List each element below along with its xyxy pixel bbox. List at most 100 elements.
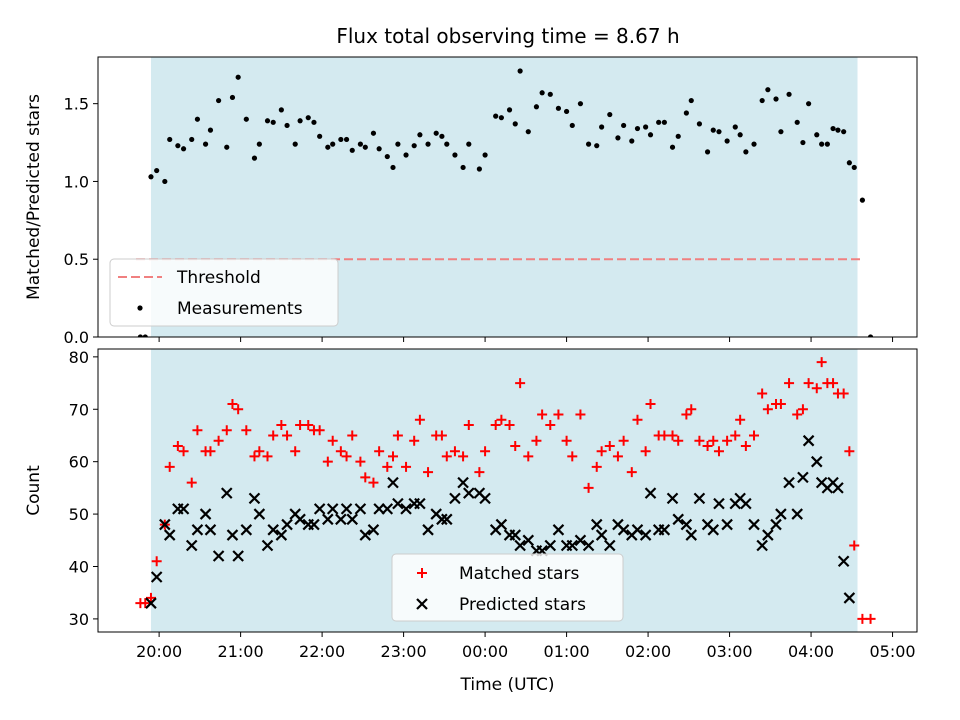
- legend: Threshold Measurements: [109, 258, 339, 327]
- matched-star-point: [673, 435, 684, 446]
- measurement-point: [765, 87, 771, 93]
- measurement-point: [395, 141, 401, 147]
- y-axis-label: Count: [24, 465, 44, 516]
- plot-area: [135, 357, 876, 624]
- measurement-point: [732, 124, 738, 130]
- matched-star-point: [694, 435, 705, 446]
- matched-star-point: [322, 456, 333, 467]
- predicted-star-point: [281, 518, 293, 531]
- matched-star-point: [145, 592, 156, 603]
- bottom-panel: 30 40 50 60 70 80 20:00 21:00 22:00 23:00 00:00 01:…: [24, 348, 918, 695]
- predicted-star-point: [313, 503, 326, 515]
- matched-star-point: [423, 467, 434, 478]
- matched-star-point: [612, 451, 623, 462]
- predicted-star-point: [509, 529, 522, 541]
- predicted-star-point: [275, 529, 288, 541]
- matched-star-point: [561, 435, 572, 446]
- predicted-star-point: [479, 492, 491, 505]
- measurement-point: [180, 146, 187, 152]
- measurement-point: [512, 121, 518, 127]
- measurement-point: [506, 107, 513, 113]
- measurement-point: [629, 138, 635, 144]
- measurement-point: [243, 116, 249, 122]
- predicted-star-point: [436, 513, 448, 526]
- measurement-point: [460, 164, 466, 171]
- matched-star-point: [537, 409, 548, 420]
- matched-star-point: [382, 461, 393, 472]
- measurement-point: [142, 334, 148, 337]
- predicted-star-point: [658, 524, 671, 536]
- predicted-star-point: [191, 524, 204, 536]
- legend-threshold-label: Threshold: [176, 268, 261, 288]
- matched-star-point: [490, 419, 501, 430]
- measurement-point: [569, 122, 575, 129]
- measurement-point: [284, 122, 290, 129]
- predicted-star-point: [441, 513, 453, 526]
- predicted-star-point: [177, 503, 190, 515]
- matched-star-point: [803, 378, 814, 389]
- predicted-star-point: [544, 539, 557, 552]
- predicted-star-point: [294, 513, 306, 526]
- measurement-point: [710, 127, 716, 133]
- predicted-star-point: [240, 524, 253, 536]
- matched-star-point: [762, 404, 773, 415]
- legend-predicted-label: Predicted stars: [459, 595, 586, 615]
- predicted-star-point: [463, 487, 475, 499]
- predicted-star-point: [422, 524, 434, 536]
- matched-star-point: [480, 446, 491, 457]
- measurement-point: [621, 122, 627, 129]
- matched-star-point: [414, 414, 425, 425]
- x-tick-label: 04:00: [788, 642, 834, 661]
- predicted-star-point: [639, 529, 652, 541]
- predicted-star-point: [762, 529, 774, 541]
- matched-star-point: [713, 446, 724, 457]
- measurement-point: [778, 129, 784, 135]
- predicted-star-point: [802, 434, 815, 447]
- predicted-star-point: [414, 497, 426, 510]
- matched-star-point: [401, 461, 412, 472]
- y-axis-label: Matched/Predicted stars: [24, 94, 44, 300]
- predicted-star-point: [644, 487, 657, 499]
- matched-star-point: [241, 425, 252, 436]
- measurement-point: [175, 143, 181, 149]
- measurement-point: [634, 125, 641, 132]
- measurement-point: [338, 136, 344, 143]
- measurement-point: [466, 141, 472, 147]
- matched-star-point: [626, 467, 637, 478]
- measurement-point: [737, 132, 743, 138]
- measurement-point: [403, 152, 409, 158]
- matched-star-point: [504, 419, 515, 430]
- matched-star-point: [388, 451, 399, 462]
- measurement-point: [433, 130, 439, 136]
- matched-star-point: [290, 446, 301, 457]
- x-tick-label: 03:00: [707, 642, 753, 661]
- matched-star-point: [355, 456, 366, 467]
- y-tick-label: 80: [69, 348, 89, 367]
- measurement-point: [786, 91, 792, 97]
- legend-measurement-swatch: [137, 305, 143, 311]
- x-tick-label: 02:00: [625, 642, 671, 661]
- matched-star-point: [276, 419, 287, 430]
- y-tick-label: 40: [69, 557, 89, 576]
- measurement-point: [325, 144, 331, 150]
- legend-predicted-swatch: [416, 598, 428, 610]
- matched-star-point: [335, 446, 346, 457]
- legend-matched-swatch: [417, 568, 427, 578]
- predicted-star-point: [322, 513, 334, 526]
- x-tick-label: 22:00: [299, 642, 345, 661]
- measurement-point: [357, 141, 364, 147]
- matched-star-point: [496, 414, 507, 425]
- matched-star-point: [686, 404, 697, 415]
- matched-star-point: [213, 435, 224, 446]
- matched-star-point: [708, 435, 719, 446]
- predicted-star-point: [770, 518, 782, 531]
- predicted-star-point: [574, 534, 587, 547]
- matched-star-point: [282, 430, 293, 441]
- measurement-point: [533, 104, 540, 110]
- matched-star-point: [164, 461, 175, 472]
- matched-star-point: [797, 404, 808, 415]
- measurement-point: [439, 133, 445, 139]
- measurement-point: [773, 96, 779, 102]
- predicted-star-point: [666, 492, 679, 505]
